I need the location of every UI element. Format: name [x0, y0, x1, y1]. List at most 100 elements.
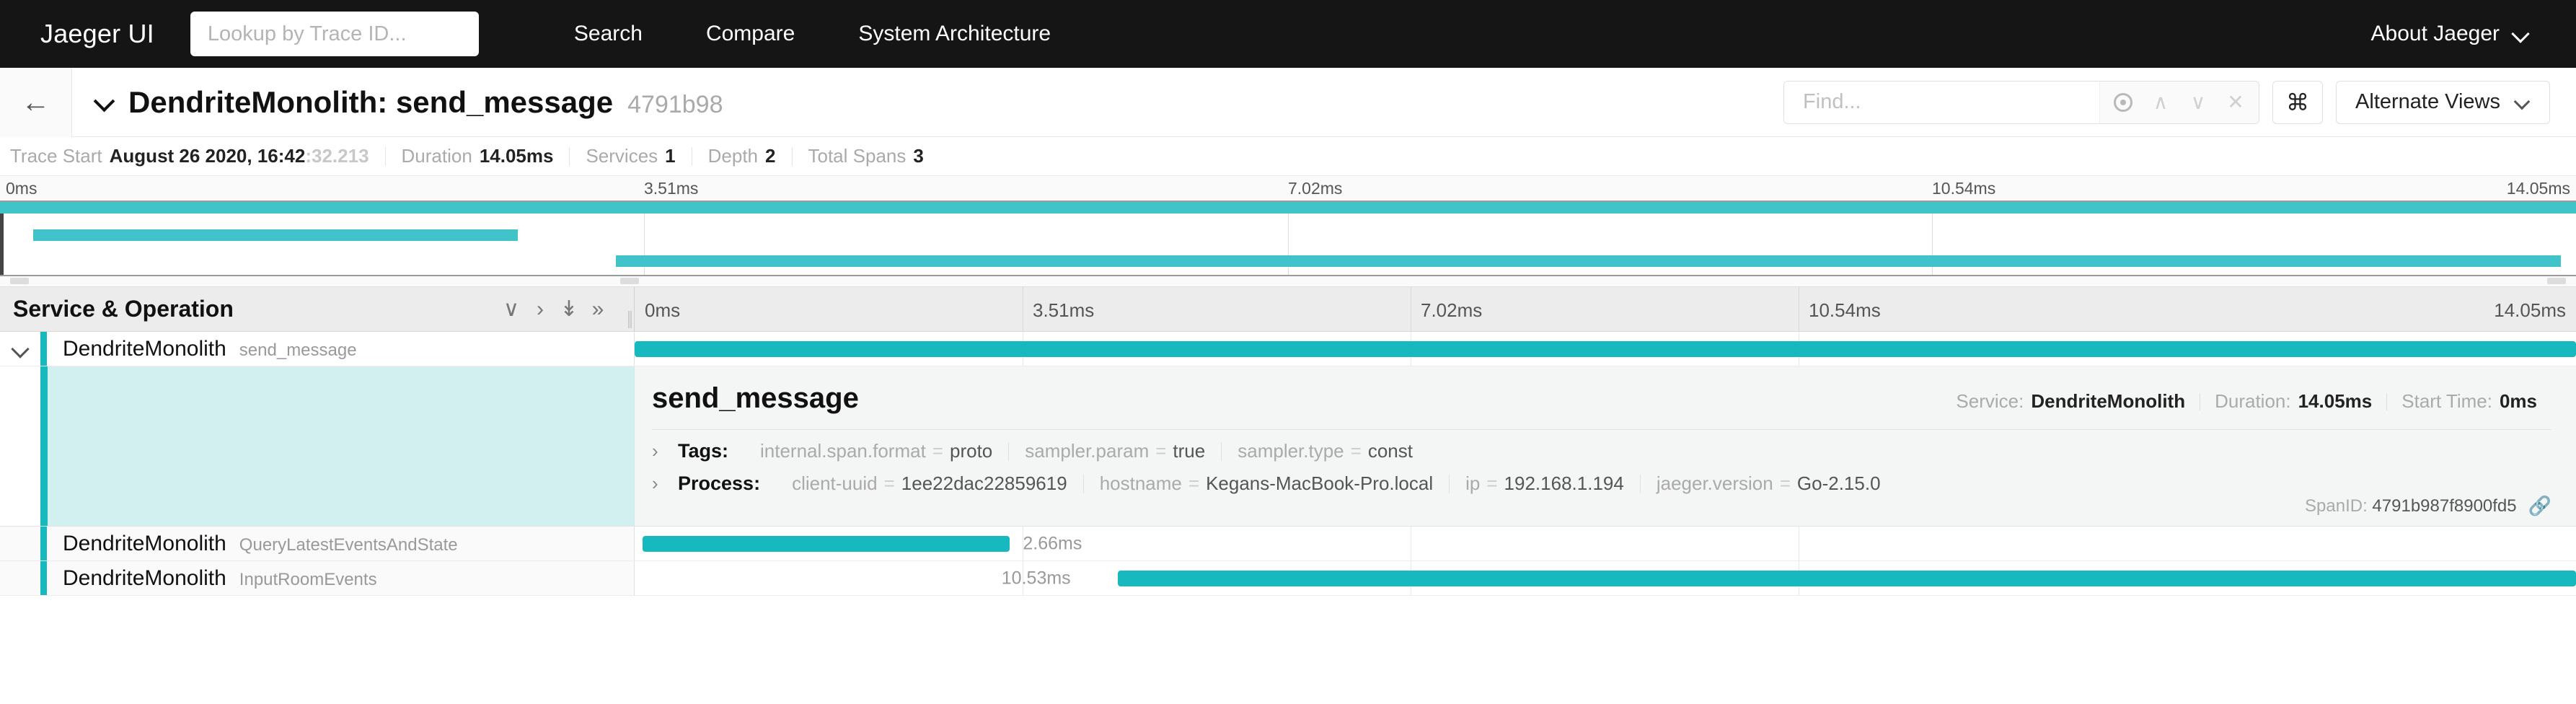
span-row-left[interactable]: DendriteMonolith QueryLatestEventsAndSta… [0, 527, 635, 560]
equals-sign: = [1188, 472, 1200, 494]
divider [1008, 441, 1010, 461]
trace-minimap[interactable]: 0ms 3.51ms 7.02ms 10.54ms 14.05ms [0, 176, 2576, 287]
equals-sign: = [1350, 440, 1362, 462]
trace-collapse-chevron-icon[interactable] [95, 93, 114, 112]
trace-id-lookup[interactable] [190, 12, 479, 56]
tag-item: sampler.param = true [1009, 440, 1221, 462]
divider [384, 146, 386, 166]
trace-id-input[interactable] [207, 22, 462, 46]
tags-label: Tags: [678, 440, 729, 462]
span-row-left[interactable]: DendriteMonolith InputRoomEvents [0, 561, 635, 595]
span-operation-name: QueryLatestEventsAndState [239, 534, 458, 555]
about-jaeger-label: About Jaeger [2370, 22, 2500, 45]
meta-value: 2 [765, 145, 776, 167]
trace-title-group: DendriteMonolith: send_message 4791b98 [72, 85, 723, 120]
minimap-drag-handle-left[interactable] [0, 202, 4, 275]
nav-link-search[interactable]: Search [573, 22, 643, 45]
span-duration-bar[interactable] [1118, 570, 2576, 586]
detail-duration-label: Duration: [2215, 390, 2291, 412]
span-color-accent [40, 332, 47, 366]
minimap-grip[interactable] [620, 278, 639, 284]
nav-links: Search Compare System Architecture [542, 22, 1082, 46]
meta-label: Duration [401, 145, 472, 167]
span-row-left[interactable]: DendriteMonolith send_message [0, 332, 635, 366]
collapse-one-icon[interactable]: ∨ [503, 297, 519, 321]
process-label: Process: [678, 472, 761, 494]
span-duration-label: 10.53ms [1001, 568, 1071, 588]
detail-start-time: Start Time: 0ms [2387, 390, 2551, 413]
timeline-tick: 0ms [645, 299, 681, 321]
minimap-gridline [1932, 202, 1933, 275]
process-expand-chevron-icon[interactable]: › [652, 472, 658, 494]
keyboard-shortcuts-button[interactable]: ⌘ [2272, 80, 2324, 124]
about-jaeger-menu[interactable]: About Jaeger [2371, 22, 2528, 46]
collapse-all-icon[interactable]: ↡ [560, 297, 578, 321]
find-prev-icon[interactable]: ∧ [2153, 91, 2169, 113]
minimap-span-bar [615, 255, 2561, 267]
minimap-grip[interactable] [2547, 278, 2566, 284]
span-row-timeline[interactable]: 2.66ms [635, 527, 2576, 560]
column-resize-handle[interactable] [628, 311, 632, 328]
span-expand-chevron-icon[interactable] [0, 341, 40, 357]
span-color-accent [40, 561, 47, 595]
detail-color-accent [40, 366, 48, 526]
detail-gutter [0, 366, 40, 526]
minimap-tick: 7.02ms [1288, 179, 1343, 198]
trace-meta-bar: Trace Start August 26 2020, 16:42:32.213… [0, 137, 2576, 176]
brand-logo[interactable]: Jaeger UI [40, 19, 154, 48]
process-item: client-uuid = 1ee22dac22859619 [776, 472, 1083, 495]
meta-depth: Depth 2 [692, 145, 792, 167]
alternate-views-dropdown[interactable]: Alternate Views [2336, 80, 2550, 124]
span-service-name: DendriteMonolith [63, 531, 226, 555]
process-value: 192.168.1.194 [1504, 472, 1624, 494]
meta-value: 3 [913, 145, 924, 167]
span-service-name: DendriteMonolith [63, 336, 226, 361]
minimap-gridline [1288, 202, 1289, 275]
process-value: Kegans-MacBook-Pro.local [1206, 472, 1434, 494]
nav-link-compare[interactable]: Compare [705, 22, 795, 45]
span-labels: DendriteMonolith send_message [47, 337, 357, 361]
process-item: hostname = Kegans-MacBook-Pro.local [1084, 472, 1449, 495]
equals-sign: = [1155, 440, 1167, 462]
detail-operation-name: send_message [652, 382, 859, 414]
span-table-header: Service & Operation ∨ › ↡ » 0ms 3.51ms 7… [0, 287, 2576, 332]
table-row[interactable]: DendriteMonolith QueryLatestEventsAndSta… [0, 527, 2576, 561]
find-clear-icon[interactable]: ✕ [2227, 91, 2244, 113]
expand-one-icon[interactable]: › [537, 296, 544, 321]
span-operation-name: send_message [239, 340, 357, 360]
span-detail-panel: send_message Service: DendriteMonolith D… [0, 366, 2576, 527]
table-row[interactable]: DendriteMonolith InputRoomEvents 10.53ms [0, 561, 2576, 596]
top-navbar: Jaeger UI Search Compare System Architec… [0, 0, 2576, 68]
tags-expand-chevron-icon[interactable]: › [652, 440, 658, 462]
find-search-box[interactable]: ∧ ∨ ✕ [1783, 80, 2260, 124]
span-duration-label: 2.66ms [1023, 533, 1082, 553]
span-duration-bar[interactable] [642, 535, 1010, 552]
process-item: ip = 192.168.1.194 [1450, 472, 1640, 495]
equals-sign: = [932, 440, 943, 462]
timeline-tick: 3.51ms [1033, 299, 1095, 321]
nav-link-system-architecture[interactable]: System Architecture [858, 22, 1051, 45]
alternate-views-label: Alternate Views [2355, 90, 2500, 113]
table-row[interactable]: DendriteMonolith send_message [0, 332, 2576, 366]
process-item: jaeger.version = Go-2.15.0 [1641, 472, 1897, 495]
minimap-grip[interactable] [10, 278, 29, 284]
expand-all-icon[interactable]: » [591, 296, 604, 321]
find-input[interactable] [1784, 81, 2100, 123]
focus-target-icon[interactable] [2104, 82, 2142, 123]
meta-label: Services [586, 145, 658, 167]
divider [791, 146, 793, 166]
minimap-body[interactable] [0, 201, 2576, 276]
back-button[interactable]: ← [0, 67, 72, 137]
span-row-timeline[interactable] [635, 332, 2576, 366]
tags-row[interactable]: › Tags: internal.span.format = proto sam… [652, 430, 2551, 462]
find-next-icon[interactable]: ∨ [2190, 91, 2206, 113]
meta-duration: Duration 14.05ms [386, 145, 570, 167]
process-row[interactable]: › Process: client-uuid = 1ee22dac2285961… [652, 462, 2551, 495]
minimap-tick: 14.05ms [2506, 179, 2570, 198]
minimap-tick: 0ms [6, 179, 38, 198]
divider [652, 429, 2551, 430]
link-icon[interactable]: 🔗 [2528, 495, 2551, 516]
span-duration-bar[interactable] [635, 340, 2576, 357]
trace-header: ← DendriteMonolith: send_message 4791b98… [0, 67, 2576, 137]
span-row-timeline[interactable]: 10.53ms [635, 561, 2576, 595]
